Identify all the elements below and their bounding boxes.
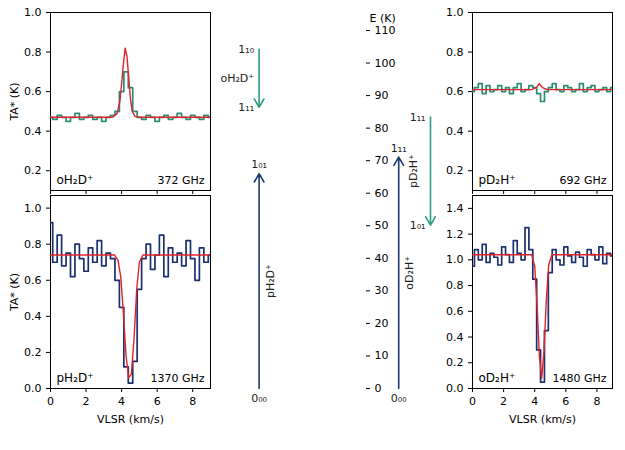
svg-text:pD₂H⁺: pD₂H⁺ <box>407 154 420 188</box>
svg-text:1₀₁: 1₀₁ <box>410 219 426 232</box>
svg-text:6: 6 <box>154 395 161 408</box>
svg-text:oD₂H⁺: oD₂H⁺ <box>479 371 516 385</box>
svg-text:0.8: 0.8 <box>24 238 42 251</box>
svg-text:0: 0 <box>47 395 54 408</box>
svg-text:1480 GHz: 1480 GHz <box>552 372 606 385</box>
svg-text:1₁₀: 1₁₀ <box>238 43 254 56</box>
svg-text:20: 20 <box>375 317 389 330</box>
svg-text:1₁₁: 1₁₁ <box>238 101 254 114</box>
svg-text:0.0: 0.0 <box>24 382 42 395</box>
svg-text:0.6: 0.6 <box>446 85 464 98</box>
svg-text:0.6: 0.6 <box>24 85 42 98</box>
svg-text:pH₂D⁺: pH₂D⁺ <box>264 264 277 298</box>
svg-text:8: 8 <box>189 395 196 408</box>
svg-text:1.0: 1.0 <box>24 202 42 215</box>
svg-text:0.2: 0.2 <box>24 164 42 177</box>
svg-text:100: 100 <box>375 57 396 70</box>
svg-text:E (K): E (K) <box>370 12 396 25</box>
svg-text:0.2: 0.2 <box>446 356 464 369</box>
svg-text:0.8: 0.8 <box>446 46 464 59</box>
svg-text:50: 50 <box>375 219 389 232</box>
svg-text:pH₂D⁺: pH₂D⁺ <box>57 371 94 385</box>
svg-text:oH₂D⁺: oH₂D⁺ <box>57 173 94 187</box>
svg-text:0.6: 0.6 <box>24 274 42 287</box>
svg-text:692 GHz: 692 GHz <box>559 174 606 187</box>
svg-text:0.8: 0.8 <box>24 46 42 59</box>
svg-text:oH₂D⁺: oH₂D⁺ <box>220 72 254 85</box>
svg-text:0₀₀: 0₀₀ <box>251 392 267 405</box>
svg-text:372 GHz: 372 GHz <box>157 174 204 187</box>
svg-text:TA* (K): TA* (K) <box>8 82 21 121</box>
svg-text:90: 90 <box>375 89 389 102</box>
svg-text:0.2: 0.2 <box>24 346 42 359</box>
svg-text:0.2: 0.2 <box>446 164 464 177</box>
svg-text:0.6: 0.6 <box>446 305 464 318</box>
svg-text:0.4: 0.4 <box>24 310 42 323</box>
svg-text:0₀₀: 0₀₀ <box>391 392 407 405</box>
svg-text:0.4: 0.4 <box>446 125 464 138</box>
svg-text:1₁₁: 1₁₁ <box>391 142 407 155</box>
svg-text:40: 40 <box>375 252 389 265</box>
svg-text:1370 GHz: 1370 GHz <box>150 372 204 385</box>
svg-text:1.4: 1.4 <box>446 202 464 215</box>
svg-text:oD₂H⁺: oD₂H⁺ <box>403 256 416 290</box>
svg-text:8: 8 <box>593 395 600 408</box>
svg-text:1₁₁: 1₁₁ <box>410 111 426 124</box>
svg-text:70: 70 <box>375 154 389 167</box>
svg-text:1.0: 1.0 <box>446 253 464 266</box>
svg-text:1₀₁: 1₀₁ <box>251 158 267 171</box>
svg-text:0: 0 <box>375 382 382 395</box>
svg-text:2: 2 <box>83 395 90 408</box>
svg-text:pD₂H⁺: pD₂H⁺ <box>479 173 516 187</box>
svg-text:6: 6 <box>562 395 569 408</box>
svg-text:0.4: 0.4 <box>24 125 42 138</box>
svg-text:VLSR (km/s): VLSR (km/s) <box>509 413 576 426</box>
svg-text:1.2: 1.2 <box>446 228 464 241</box>
svg-text:10: 10 <box>375 349 389 362</box>
svg-text:4: 4 <box>531 395 538 408</box>
svg-text:0: 0 <box>469 395 476 408</box>
svg-text:80: 80 <box>375 122 389 135</box>
svg-text:VLSR (km/s): VLSR (km/s) <box>97 413 164 426</box>
svg-text:30: 30 <box>375 284 389 297</box>
svg-text:1.0: 1.0 <box>446 6 464 19</box>
svg-text:0.8: 0.8 <box>446 279 464 292</box>
svg-text:2: 2 <box>500 395 507 408</box>
svg-text:60: 60 <box>375 187 389 200</box>
svg-text:TA* (K): TA* (K) <box>8 273 21 312</box>
svg-text:1.0: 1.0 <box>24 6 42 19</box>
svg-text:0.0: 0.0 <box>446 382 464 395</box>
svg-text:110: 110 <box>375 24 396 37</box>
svg-text:4: 4 <box>118 395 125 408</box>
svg-text:0.4: 0.4 <box>446 331 464 344</box>
